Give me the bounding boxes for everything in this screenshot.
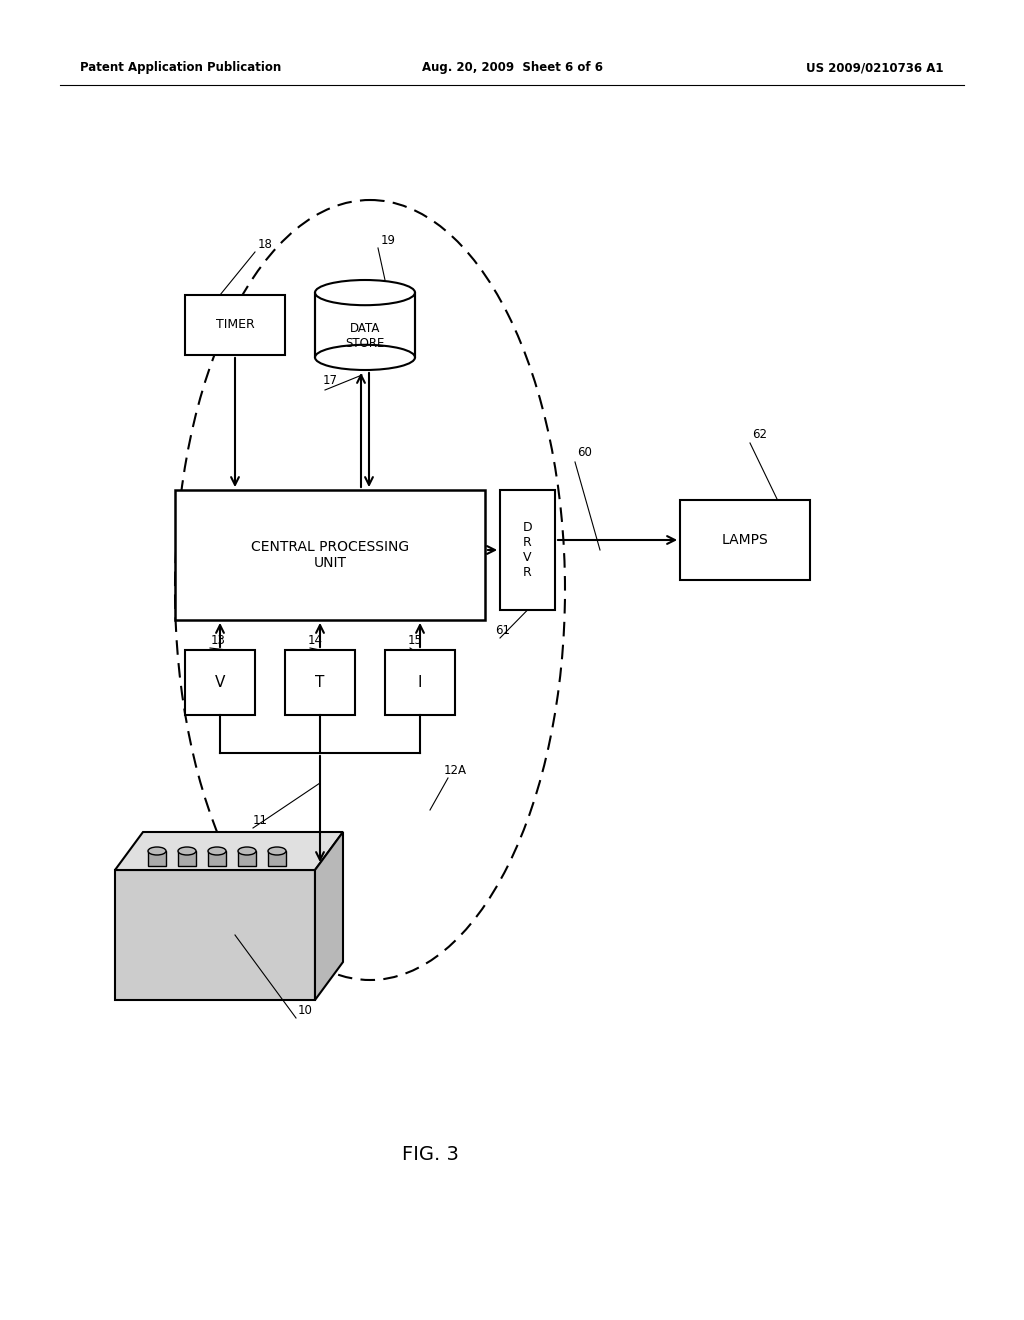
Bar [238, 851, 256, 866]
Bar [208, 851, 226, 866]
Bar [178, 851, 196, 866]
Text: Patent Application Publication: Patent Application Publication [80, 62, 282, 74]
Text: TIMER: TIMER [216, 318, 254, 331]
Ellipse shape [208, 847, 226, 855]
Text: 14: 14 [307, 634, 323, 647]
Ellipse shape [268, 847, 286, 855]
Text: I: I [418, 675, 422, 690]
Text: LAMPS: LAMPS [722, 533, 768, 546]
Text: FIG. 3: FIG. 3 [401, 1146, 459, 1164]
Ellipse shape [315, 280, 415, 305]
Polygon shape [115, 832, 343, 870]
Ellipse shape [315, 345, 415, 370]
Polygon shape [315, 832, 343, 1001]
Text: V: V [215, 675, 225, 690]
Text: 60: 60 [578, 446, 593, 458]
Ellipse shape [178, 847, 196, 855]
Bar [148, 851, 166, 866]
Bar [185, 649, 255, 715]
Text: DATA
STORE: DATA STORE [345, 322, 385, 350]
Text: 17: 17 [323, 374, 338, 387]
Ellipse shape [148, 847, 166, 855]
Bar [185, 294, 285, 355]
Text: CENTRAL PROCESSING
UNIT: CENTRAL PROCESSING UNIT [251, 540, 409, 570]
Bar [385, 649, 455, 715]
Bar [268, 851, 286, 866]
Text: 12A: 12A [443, 763, 467, 776]
Text: US 2009/0210736 A1: US 2009/0210736 A1 [807, 62, 944, 74]
Text: 11: 11 [253, 813, 267, 826]
Ellipse shape [238, 847, 256, 855]
Bar [285, 649, 355, 715]
Bar [175, 490, 485, 620]
Text: 62: 62 [753, 429, 768, 441]
Text: 10: 10 [298, 1003, 312, 1016]
Bar [115, 870, 315, 1001]
Text: Aug. 20, 2009  Sheet 6 of 6: Aug. 20, 2009 Sheet 6 of 6 [422, 62, 602, 74]
Bar [680, 500, 810, 579]
Text: 18: 18 [258, 239, 272, 252]
Text: 13: 13 [211, 634, 225, 647]
Text: T: T [315, 675, 325, 690]
Text: D
R
V
R: D R V R [522, 521, 532, 579]
Bar [500, 490, 555, 610]
Text: 19: 19 [381, 234, 395, 247]
Text: 15: 15 [408, 634, 423, 647]
Text: 61: 61 [496, 623, 511, 636]
